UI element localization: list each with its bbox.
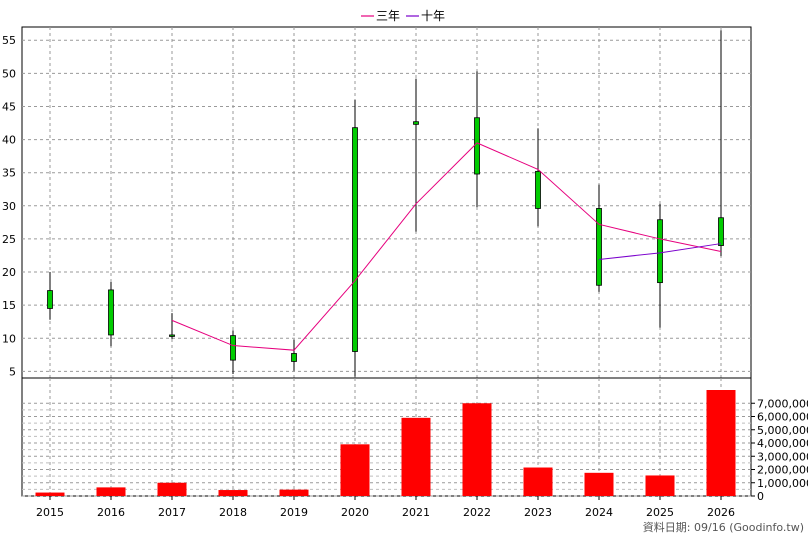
ma-line-10yr (598, 243, 722, 260)
moving-average-lines (171, 142, 722, 351)
candle-body (352, 127, 358, 352)
price-panel: 5 10 15 20 25 30 35 40 45 50 55 (2, 26, 752, 379)
volume-bar (157, 482, 187, 496)
volume-y-tick-label: 4,000,000 (757, 437, 808, 450)
x-tick-label: 2015 (36, 506, 64, 519)
ma-line-3yr (171, 142, 722, 351)
price-y-tick-label: 35 (2, 167, 16, 180)
candle-body (108, 289, 114, 336)
x-tick-label: 2020 (341, 506, 369, 519)
price-y-tick-label: 30 (2, 200, 16, 213)
x-axis-ticks: 2015 2016 2017 2018 2019 2020 2021 2022 2023 2024… (36, 496, 735, 519)
volume-y-tick-label: 0 (757, 490, 764, 503)
price-y-tick-label: 20 (2, 266, 16, 279)
x-tick-label: 2024 (585, 506, 613, 519)
price-y-ticks: 5 10 15 20 25 30 35 40 45 50 55 (2, 34, 16, 378)
legend-label-3yr: 三年 (376, 9, 400, 23)
price-y-tick-label: 45 (2, 100, 16, 113)
price-y-tick-label: 50 (2, 67, 16, 80)
candle-body (657, 219, 663, 284)
candle-body (535, 170, 541, 209)
price-y-tick-label: 15 (2, 299, 16, 312)
volume-y-tick-label: 1,000,000 (757, 477, 808, 490)
candle-body (230, 335, 236, 361)
x-tick-label: 2018 (219, 506, 247, 519)
volume-y-tick-label: 5,000,000 (757, 424, 808, 437)
x-tick-label: 2016 (97, 506, 125, 519)
volume-bar (96, 487, 126, 496)
candle-body (291, 353, 297, 362)
x-tick-label: 2025 (646, 506, 674, 519)
volume-panel: 01,000,0002,000,0003,000,0004,000,0005,0… (21, 377, 808, 503)
candle-body (474, 117, 480, 175)
candle-body (169, 334, 175, 337)
legend: 三年 十年 (361, 9, 445, 23)
volume-bar (279, 489, 309, 496)
volume-bar (706, 390, 736, 496)
volume-bar (523, 467, 553, 496)
volume-y-tick-label: 2,000,000 (757, 464, 808, 477)
candle-body (413, 121, 419, 125)
x-tick-label: 2022 (463, 506, 491, 519)
data-date-credit: 資料日期: 09/16 (Goodinfo.tw) (643, 520, 804, 534)
volume-bar (401, 417, 431, 496)
price-y-tick-label: 25 (2, 233, 16, 246)
volume-bar (462, 403, 492, 496)
volume-bars (35, 390, 736, 496)
price-y-tick-label: 5 (9, 365, 16, 378)
price-y-tick-label: 10 (2, 332, 16, 345)
volume-bar (35, 492, 65, 496)
candle-body (718, 217, 724, 246)
price-y-tick-label: 55 (2, 34, 16, 47)
price-y-tick-label: 40 (2, 134, 16, 147)
legend-label-10yr: 十年 (421, 9, 445, 23)
volume-bar (340, 444, 370, 496)
x-tick-label: 2026 (707, 506, 735, 519)
x-tick-label: 2021 (402, 506, 430, 519)
volume-bar (218, 490, 248, 496)
candle-body (596, 208, 602, 286)
candle-body (47, 290, 53, 309)
volume-y-tick-label: 3,000,000 (757, 450, 808, 463)
volume-y-tick-label: 6,000,000 (757, 411, 808, 424)
x-tick-label: 2023 (524, 506, 552, 519)
volume-grid (22, 378, 751, 497)
candlesticks (47, 30, 724, 377)
x-tick-label: 2019 (280, 506, 308, 519)
price-plot-frame (21, 26, 752, 379)
volume-plot-frame (21, 377, 752, 497)
volume-bar (645, 475, 675, 496)
volume-bar (584, 472, 614, 496)
volume-y-tick-label: 7,000,000 (757, 397, 808, 410)
volume-y-ticks: 01,000,0002,000,0003,000,0004,000,0005,0… (751, 397, 808, 503)
x-tick-label: 2017 (158, 506, 186, 519)
